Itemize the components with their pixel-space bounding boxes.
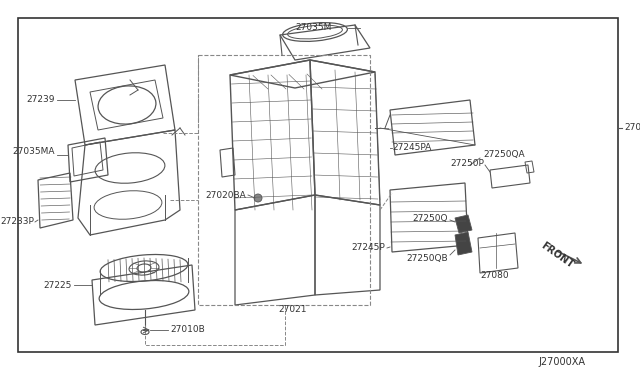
- Text: 27250QB: 27250QB: [406, 253, 448, 263]
- Text: 27245P: 27245P: [351, 244, 385, 253]
- Text: 27233P: 27233P: [0, 218, 34, 227]
- Text: 27020BA: 27020BA: [205, 190, 246, 199]
- Text: 27010B: 27010B: [170, 326, 205, 334]
- Text: 27250Q: 27250Q: [413, 214, 448, 222]
- Text: 27250P: 27250P: [450, 158, 484, 167]
- Text: FRONT: FRONT: [539, 241, 575, 270]
- Polygon shape: [455, 232, 472, 255]
- Text: 27245PA: 27245PA: [392, 144, 431, 153]
- Text: 27080: 27080: [480, 272, 509, 280]
- Text: 27225: 27225: [44, 280, 72, 289]
- Text: 27035M: 27035M: [295, 23, 332, 32]
- Circle shape: [254, 194, 262, 202]
- Text: 27250QA: 27250QA: [483, 151, 525, 160]
- Text: 27239: 27239: [26, 96, 55, 105]
- Text: 27035MA: 27035MA: [13, 148, 55, 157]
- Text: 27021: 27021: [278, 305, 307, 314]
- Polygon shape: [455, 215, 472, 233]
- Text: J27000XA: J27000XA: [538, 357, 585, 367]
- Text: 27020: 27020: [624, 124, 640, 132]
